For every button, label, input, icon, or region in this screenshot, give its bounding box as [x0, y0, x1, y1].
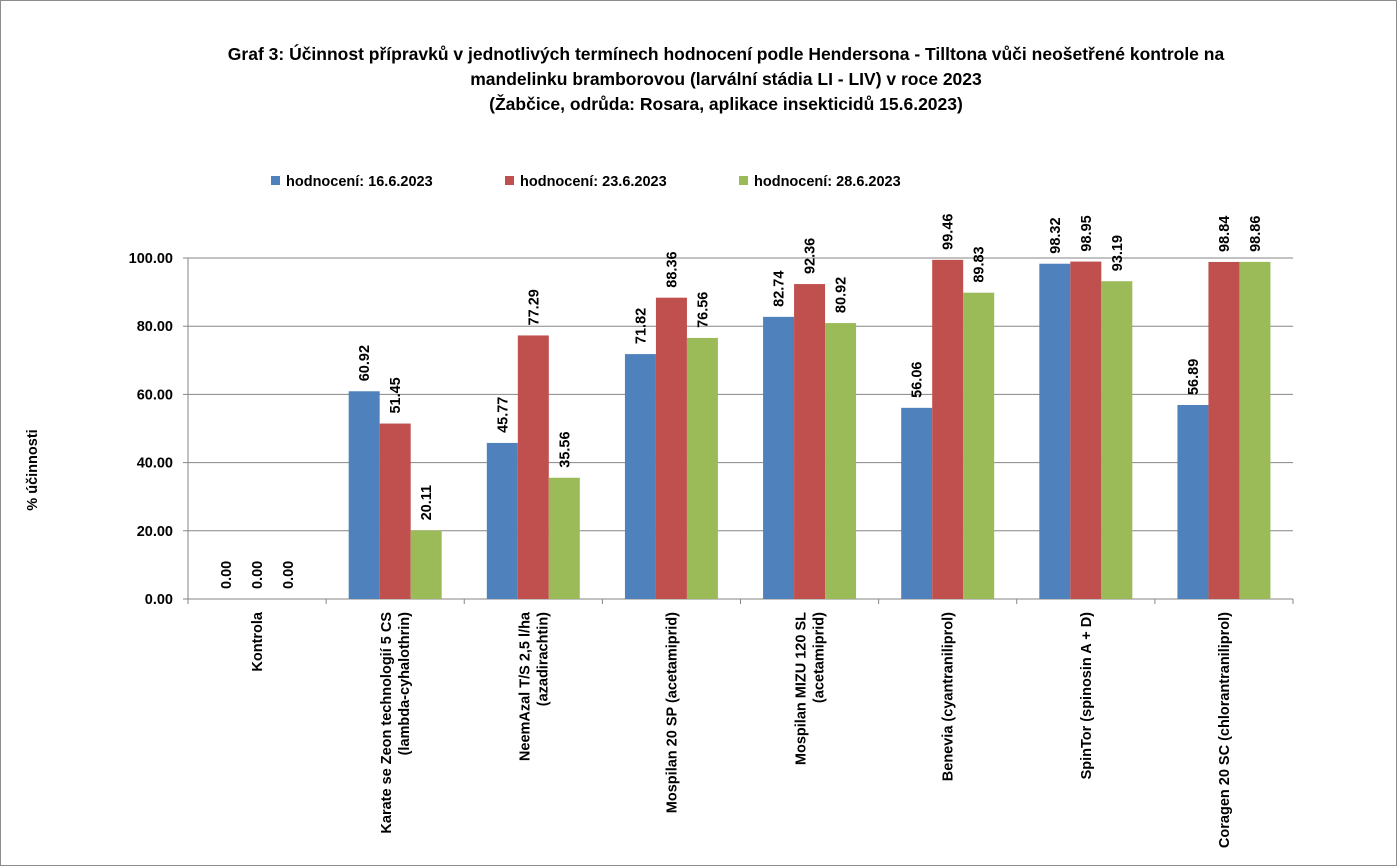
- bar: [1177, 405, 1209, 599]
- y-tick-label: 0.00: [145, 592, 173, 608]
- y-tick-label: 100.00: [129, 251, 173, 267]
- bar: [348, 391, 380, 599]
- x-tick-label: Karate se Zeon technologií 5 CS: [379, 612, 395, 834]
- bar: [517, 335, 549, 599]
- chart-legend: hodnocení: 16.6.2023 hodnocení: 23.6.202…: [0, 172, 1397, 192]
- legend-item-series-3: hodnocení: 28.6.2023: [739, 172, 901, 192]
- chart-title-line-1: Graf 3: Účinnost přípravků v jednotlivýc…: [227, 44, 1225, 64]
- data-label: 80.92: [834, 277, 850, 313]
- legend-label-series-2: hodnocení: 23.6.2023: [520, 174, 667, 190]
- legend-swatch-series-3: [739, 176, 748, 185]
- legend-swatch-series-1: [271, 176, 280, 185]
- bar: [686, 337, 718, 599]
- x-tick-label: (azadirachtin): [535, 612, 551, 706]
- data-label: 82.74: [772, 271, 788, 307]
- x-tick-label: Benevia (cyantraniliprol): [941, 612, 957, 781]
- y-tick-label: 20.00: [137, 524, 173, 540]
- data-label: 35.56: [557, 431, 573, 467]
- bar: [1208, 261, 1240, 599]
- data-label: 98.84: [1217, 216, 1233, 252]
- data-label: 98.32: [1048, 217, 1064, 253]
- x-tick-label: SpinTor (spinosin A + D): [1079, 612, 1095, 780]
- chart-title-line-2: mandelinku bramborovou (larvální stádia …: [470, 69, 982, 89]
- data-label: 51.45: [388, 377, 404, 413]
- x-tick-label: Coragen 20 SC (chlorantraniliprol): [1217, 612, 1233, 848]
- x-tick-label: Mospilan MIZU 120 SL: [794, 612, 810, 765]
- chart-title-line-3: (Žabčice, odrůda: Rosara, aplikace insek…: [489, 94, 963, 114]
- bar: [410, 530, 442, 599]
- data-label: 56.06: [910, 362, 926, 398]
- x-tick-label: (lambda-cyhalothrin): [397, 612, 413, 756]
- data-label: 98.95: [1079, 215, 1095, 251]
- x-tick-label: (acetamiprid): [812, 612, 828, 703]
- data-label: 0.00: [219, 561, 235, 589]
- legend-label-series-3: hodnocení: 28.6.2023: [754, 174, 901, 190]
- legend-item-series-1: hodnocení: 16.6.2023: [271, 172, 433, 192]
- data-label: 0.00: [250, 561, 266, 589]
- data-label: 88.36: [664, 251, 680, 287]
- bar: [379, 423, 411, 599]
- x-tick-label: Kontrola: [250, 611, 266, 672]
- bar: [548, 477, 580, 599]
- y-tick-label: 80.00: [137, 319, 173, 335]
- data-label: 77.29: [526, 289, 542, 325]
- bar: [825, 323, 857, 599]
- bar: [794, 284, 826, 599]
- data-label: 45.77: [495, 397, 511, 433]
- data-label: 99.46: [941, 214, 957, 250]
- x-tick-label: Mospilan 20 SP (acetamiprid): [664, 612, 680, 813]
- bar: [1039, 263, 1071, 599]
- data-label: 89.83: [972, 246, 988, 282]
- bar: [486, 442, 518, 599]
- bar: [901, 407, 933, 599]
- bar: [655, 297, 687, 599]
- data-label: 76.56: [695, 292, 711, 328]
- bar: [1101, 281, 1133, 599]
- data-label: 0.00: [281, 561, 297, 589]
- data-label: 98.86: [1248, 216, 1264, 252]
- data-label: 56.89: [1186, 359, 1202, 395]
- data-label: 93.19: [1110, 235, 1126, 271]
- y-tick-label: 60.00: [137, 387, 173, 403]
- data-label: 60.92: [357, 345, 373, 381]
- bar: [624, 354, 656, 599]
- data-label: 92.36: [803, 238, 819, 274]
- bar: [1239, 261, 1271, 599]
- chart-title: Graf 3: Účinnost přípravků v jednotlivýc…: [0, 42, 1397, 117]
- y-tick-label: 40.00: [137, 456, 173, 472]
- bar: [932, 259, 964, 599]
- legend-label-series-1: hodnocení: 16.6.2023: [286, 174, 433, 190]
- legend-item-series-2: hodnocení: 23.6.2023: [505, 172, 667, 192]
- x-tick-label: NeemAzal T/S 2,5 l/ha: [517, 611, 533, 761]
- bar: [963, 292, 995, 599]
- data-label: 71.82: [633, 308, 649, 344]
- bar: [763, 316, 795, 599]
- data-label: 20.11: [419, 485, 435, 521]
- bar: [1070, 261, 1102, 599]
- legend-swatch-series-2: [505, 176, 514, 185]
